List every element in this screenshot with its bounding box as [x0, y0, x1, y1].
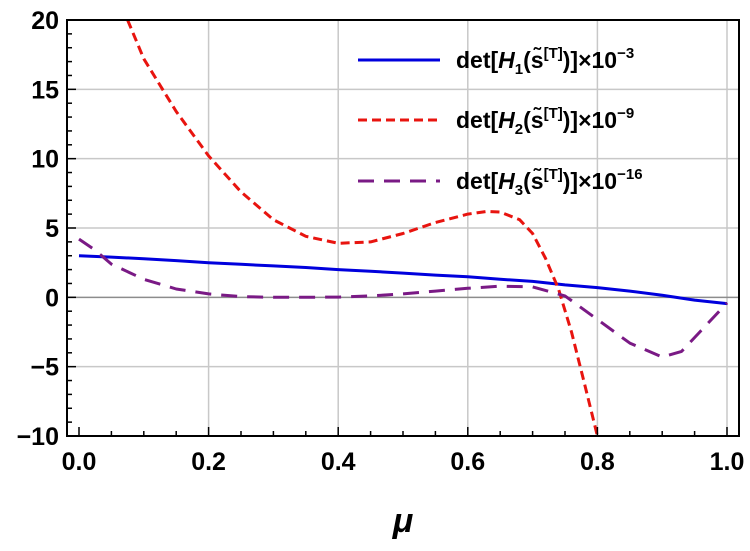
x-tick-label: 0.6 — [450, 448, 485, 476]
legend: det[H1(s̃[T])]×10−3 det[H2(s̃[T])]×10−9 de… — [358, 45, 643, 199]
legend-label-2: det[H2(s̃[T])]×10−9 — [456, 105, 634, 138]
y-tick-label: −10 — [17, 423, 59, 451]
x-tick-label: 0.8 — [580, 448, 615, 476]
series-layer — [78, 20, 729, 436]
ticks: 0.0 0.2 0.4 0.6 0.8 1.0 −10 −5 0 5 10 15 20 — [17, 7, 745, 476]
legend-label-1: det[H1(s̃[T])]×10−3 — [456, 45, 634, 78]
y-tick-label: 10 — [31, 146, 59, 174]
x-tick-label: 0.2 — [191, 448, 226, 476]
y-tick-label: 0 — [45, 284, 59, 312]
y-tick-label: −5 — [30, 354, 59, 382]
x-tick-label: 0.0 — [62, 448, 97, 476]
y-tick-label: 15 — [31, 76, 59, 104]
y-tick-label: 5 — [45, 215, 59, 243]
x-axis-label: μ — [392, 502, 414, 540]
x-tick-label: 1.0 — [710, 448, 745, 476]
grid — [67, 20, 739, 436]
series-line-1 — [78, 254, 728, 306]
series-line-2 — [126, 20, 599, 436]
legend-label-3: det[H3(s̃[T])]×10−16 — [456, 166, 643, 199]
x-tick-label: 0.4 — [321, 448, 356, 476]
y-tick-label: 20 — [31, 7, 59, 35]
